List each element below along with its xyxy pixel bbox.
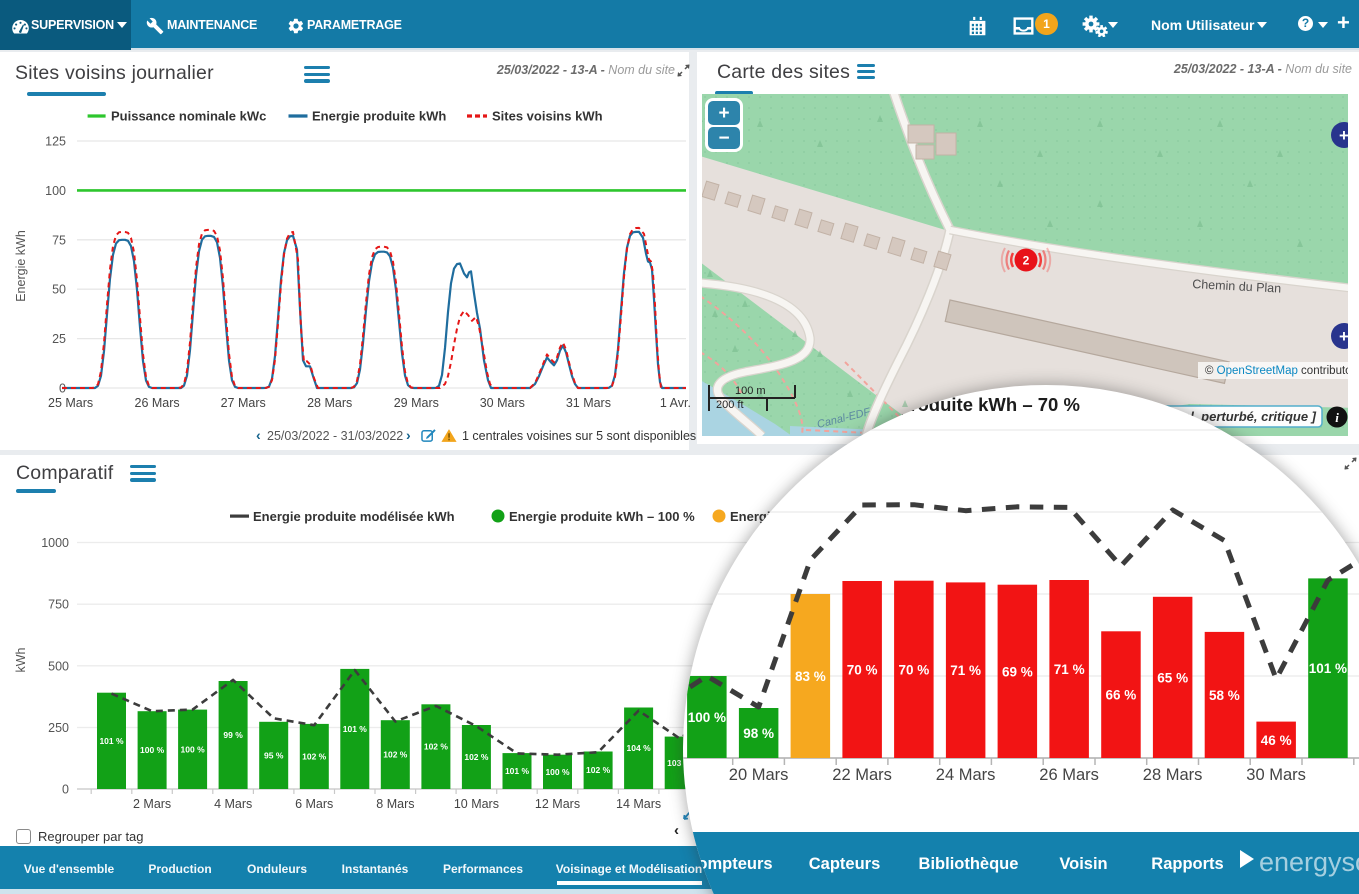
svg-text:20 Mars: 20 Mars xyxy=(729,766,789,784)
svg-text:102 %: 102 % xyxy=(586,765,611,775)
svg-text:100: 100 xyxy=(45,184,66,198)
svg-text:101 %: 101 % xyxy=(1309,661,1347,676)
svg-text:101 %: 101 % xyxy=(99,736,124,746)
svg-text:125: 125 xyxy=(45,135,66,149)
svg-text:250: 250 xyxy=(48,721,69,735)
svg-text:65 %: 65 % xyxy=(1157,670,1188,685)
svg-text:58 %: 58 % xyxy=(1209,688,1240,703)
svg-text:Energie produite kWh: Energie produite kWh xyxy=(312,109,446,124)
svg-text:75: 75 xyxy=(52,233,66,247)
svg-text:0: 0 xyxy=(62,783,69,797)
svg-text:Voisin: Voisin xyxy=(1059,855,1107,873)
svg-text:8 Mars: 8 Mars xyxy=(376,797,414,811)
svg-text:Capteurs: Capteurs xyxy=(809,855,881,873)
svg-text:103 %: 103 % xyxy=(667,758,692,768)
svg-text:98 %: 98 % xyxy=(743,726,774,741)
svg-text:4 Mars: 4 Mars xyxy=(214,797,252,811)
svg-text:1 Avr.: 1 Avr. xyxy=(660,396,691,410)
svg-text:+: + xyxy=(1339,126,1348,145)
svg-text:2 Mars: 2 Mars xyxy=(133,797,171,811)
svg-text:© OpenStreetMap contributors: © OpenStreetMap contributors xyxy=(1205,365,1348,377)
svg-text:95 %: 95 % xyxy=(264,750,284,760)
svg-text:102 %: 102 % xyxy=(302,752,327,762)
svg-text:6 Mars: 6 Mars xyxy=(295,797,333,811)
svg-text:Energie kWh: Energie kWh xyxy=(14,230,28,302)
svg-text:Energie produite kWh – 100 %: Energie produite kWh – 100 % xyxy=(509,509,695,524)
svg-text:i: i xyxy=(1335,410,1339,425)
svg-text:12 Mars: 12 Mars xyxy=(535,797,580,811)
svg-text:46 %: 46 % xyxy=(1261,733,1292,748)
svg-text:750: 750 xyxy=(48,598,69,612)
svg-text:Energie produite modélisée kWh: Energie produite modélisée kWh xyxy=(253,509,455,524)
svg-text:66 %: 66 % xyxy=(1106,688,1137,703)
svg-text:70 %: 70 % xyxy=(847,663,878,678)
svg-text:31 Mars: 31 Mars xyxy=(566,396,611,410)
svg-text:Bibliothèque: Bibliothèque xyxy=(919,855,1019,873)
svg-text:102 %: 102 % xyxy=(424,742,449,752)
svg-text:100 %: 100 % xyxy=(688,710,726,725)
svg-text:Puissance nominale kWc: Puissance nominale kWc xyxy=(111,109,266,124)
svg-text:Sites voisins kWh: Sites voisins kWh xyxy=(492,109,603,124)
svg-text:26 Mars: 26 Mars xyxy=(135,396,180,410)
svg-text:22 Mars: 22 Mars xyxy=(832,766,892,784)
svg-text:30 Mars: 30 Mars xyxy=(480,396,525,410)
svg-text:102 %: 102 % xyxy=(383,750,408,760)
svg-text:28 Mars: 28 Mars xyxy=(307,396,352,410)
svg-text:100 %: 100 % xyxy=(545,767,570,777)
svg-text:71 %: 71 % xyxy=(950,663,981,678)
svg-text:10 Mars: 10 Mars xyxy=(454,797,499,811)
svg-text:Energie produite kWh – 70 %: Energie produite kWh – 70 % xyxy=(826,394,1080,415)
svg-text:50: 50 xyxy=(52,283,66,297)
svg-text:Chemin du Plan: Chemin du Plan xyxy=(1192,277,1282,296)
svg-text:28 Mars: 28 Mars xyxy=(1143,766,1203,784)
svg-text:energysoft: energysoft xyxy=(1259,847,1359,877)
svg-text:101 %: 101 % xyxy=(505,766,530,776)
svg-text:100 m: 100 m xyxy=(735,385,766,397)
svg-text:27 Mars: 27 Mars xyxy=(221,396,266,410)
svg-text:Compteurs: Compteurs xyxy=(685,855,772,873)
svg-text:99 %: 99 % xyxy=(223,730,243,740)
svg-text:14 Mars: 14 Mars xyxy=(616,797,661,811)
svg-text:102 %: 102 % xyxy=(464,752,489,762)
svg-text:100 %: 100 % xyxy=(140,745,165,755)
svg-text:29 Mars: 29 Mars xyxy=(394,396,439,410)
svg-text:25 Mars: 25 Mars xyxy=(48,396,93,410)
svg-text:−: − xyxy=(718,128,729,149)
svg-text:30 Mars: 30 Mars xyxy=(1246,766,1306,784)
svg-text:1000: 1000 xyxy=(41,536,69,550)
svg-text:71 %: 71 % xyxy=(1054,662,1085,677)
svg-text:70 %: 70 % xyxy=(899,662,930,677)
svg-text:83 %: 83 % xyxy=(795,669,826,684)
svg-text:24 Mars: 24 Mars xyxy=(936,766,996,784)
svg-text:26 Mars: 26 Mars xyxy=(1039,766,1099,784)
svg-text:25: 25 xyxy=(52,332,66,346)
svg-text:+: + xyxy=(1339,327,1348,346)
svg-text:69 %: 69 % xyxy=(1002,664,1033,679)
svg-text:2: 2 xyxy=(1023,254,1030,268)
svg-text:Rapports: Rapports xyxy=(1151,855,1223,873)
svg-text:104 %: 104 % xyxy=(627,743,652,753)
svg-text:kWh: kWh xyxy=(14,647,28,672)
svg-text:500: 500 xyxy=(48,659,69,673)
svg-text:100 %: 100 % xyxy=(181,744,206,754)
svg-text:101 %: 101 % xyxy=(343,724,368,734)
svg-text:+: + xyxy=(718,103,729,124)
svg-text:200 ft: 200 ft xyxy=(716,399,744,411)
